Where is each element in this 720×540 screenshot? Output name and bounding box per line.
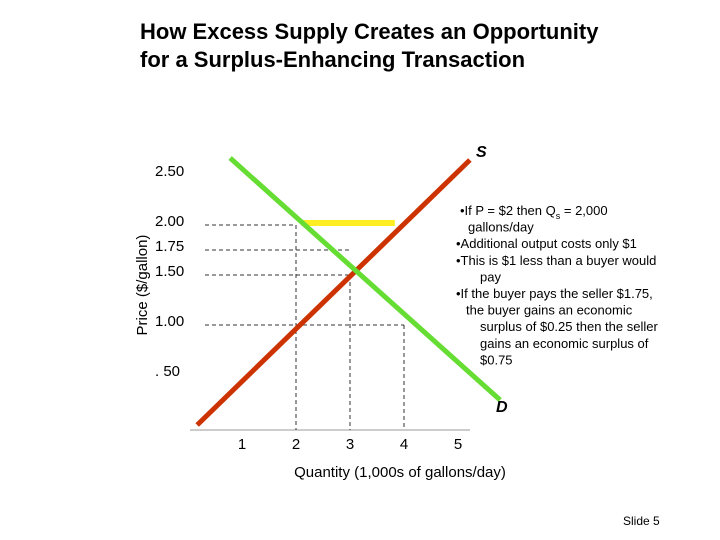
note-text: = 2,000 (560, 203, 607, 218)
note-text: •Additional output costs only $1 (456, 237, 637, 252)
note-line: •If P = $2 then Qs = 2,000 (460, 203, 608, 221)
note-text: •If the buyer pays the seller $1.75, (456, 286, 653, 301)
note-line: the buyer gains an economic (466, 303, 633, 318)
footer: Slide 5 (623, 514, 660, 528)
note-text: surplus of $0.25 then the seller (480, 320, 658, 335)
note-text: •If P = $2 then Q (460, 203, 556, 218)
note-text: gallons/day (468, 220, 534, 235)
note-text: pay (480, 270, 501, 285)
note-line: pay (480, 270, 501, 285)
note-line: gallons/day (468, 220, 534, 235)
note-text: •This is $1 less than a buyer would (456, 253, 656, 268)
y-tick-label: 1.00 (155, 313, 184, 330)
x-axis-label: Quantity (1,000s of gallons/day) (294, 464, 506, 481)
note-text: $0.75 (480, 353, 513, 368)
curve (228, 156, 502, 402)
y-tick-label: 2.50 (155, 163, 184, 180)
note-line: •If the buyer pays the seller $1.75, (456, 286, 653, 301)
curve-label: D (496, 399, 508, 416)
curve (195, 158, 472, 427)
note-line: gains an economic surplus of (480, 336, 649, 351)
note-line: •Additional output costs only $1 (456, 237, 637, 252)
note-text: s (556, 211, 561, 221)
note-line: •This is $1 less than a buyer would (456, 253, 656, 268)
y-tick-label: 2.00 (155, 213, 184, 230)
x-tick-label: 2 (292, 436, 300, 453)
y-tick-label: 1.50 (155, 263, 184, 280)
x-tick-label: 5 (454, 436, 462, 453)
title-line: How Excess Supply Creates an Opportunity (140, 19, 599, 44)
y-tick-label: . 50 (155, 363, 180, 380)
x-tick-label: 4 (400, 436, 408, 453)
x-tick-label: 3 (346, 436, 354, 453)
note-line: $0.75 (480, 353, 513, 368)
note-line: surplus of $0.25 then the seller (480, 320, 658, 335)
x-tick-label: 1 (238, 436, 246, 453)
y-axis-label: Price ($/gallon) (134, 235, 151, 336)
curve-label: S (476, 144, 487, 161)
title-line: for a Surplus-Enhancing Transaction (140, 47, 525, 72)
note-text: the buyer gains an economic (466, 303, 633, 318)
note-text: gains an economic surplus of (480, 336, 649, 351)
y-tick-label: 1.75 (155, 238, 184, 255)
